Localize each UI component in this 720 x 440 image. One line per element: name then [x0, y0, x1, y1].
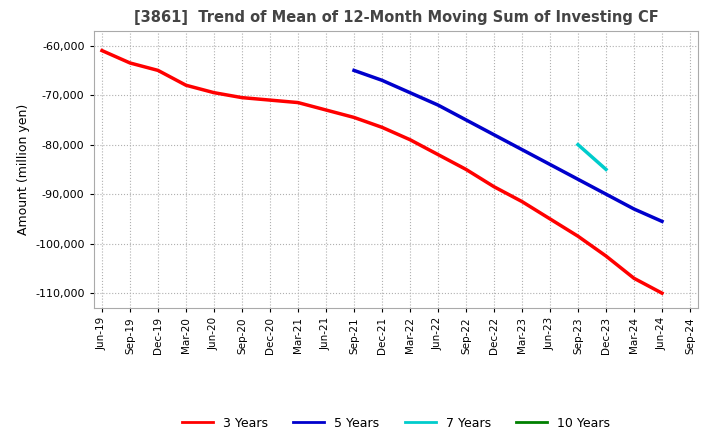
Y-axis label: Amount (million yen): Amount (million yen): [17, 104, 30, 235]
Legend: 3 Years, 5 Years, 7 Years, 10 Years: 3 Years, 5 Years, 7 Years, 10 Years: [177, 412, 615, 435]
Title: [3861]  Trend of Mean of 12-Month Moving Sum of Investing CF: [3861] Trend of Mean of 12-Month Moving …: [134, 11, 658, 26]
